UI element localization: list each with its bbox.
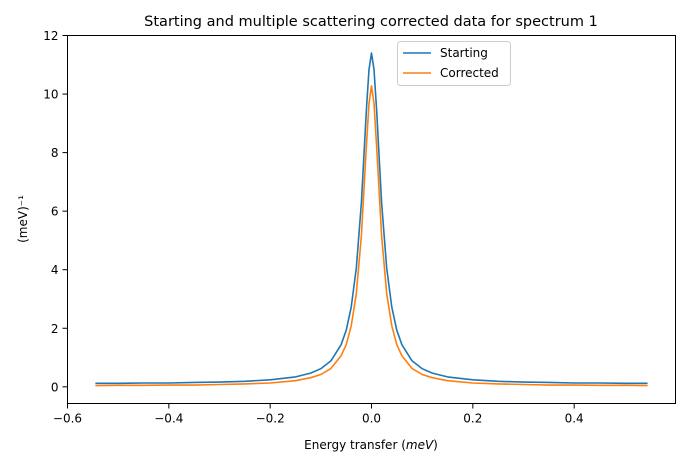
y-tick-label: 10 [43, 88, 58, 102]
y-tick-label: 0 [51, 380, 59, 394]
x-axis-label: Energy transfer (meV) [304, 438, 438, 452]
y-tick-label: 2 [51, 322, 59, 336]
series-line-starting [95, 52, 648, 385]
y-axis: 0 2 4 6 8 10 12 [43, 29, 68, 394]
series-line-corrected [95, 85, 648, 387]
legend-label-starting: Starting [440, 46, 488, 60]
chart-title: Starting and multiple scattering correct… [144, 14, 598, 30]
x-tick-label: 0.0 [362, 412, 381, 426]
x-tick-label: −0.2 [256, 412, 285, 426]
x-axis: −0.6 −0.4 −0.2 0.0 0.2 0.4 [53, 403, 584, 426]
y-tick-label: 4 [51, 263, 59, 277]
plot-area [95, 52, 648, 387]
x-tick-label: −0.6 [53, 412, 82, 426]
y-tick-label: 8 [51, 146, 59, 160]
y-tick-label: 12 [43, 29, 58, 43]
y-axis-label: (meV)⁻¹ [16, 195, 30, 243]
x-tick-label: 0.2 [463, 412, 482, 426]
y-tick-label: 6 [51, 205, 59, 219]
legend-label-corrected: Corrected [440, 66, 499, 80]
x-axis-label-unit: meV [406, 438, 434, 452]
x-axis-label-text: Energy transfer ( [304, 438, 406, 452]
legend: Starting Corrected [397, 41, 511, 86]
x-tick-label: 0.4 [565, 412, 584, 426]
x-axis-label-close: ) [433, 438, 438, 452]
x-tick-label: −0.4 [154, 412, 183, 426]
